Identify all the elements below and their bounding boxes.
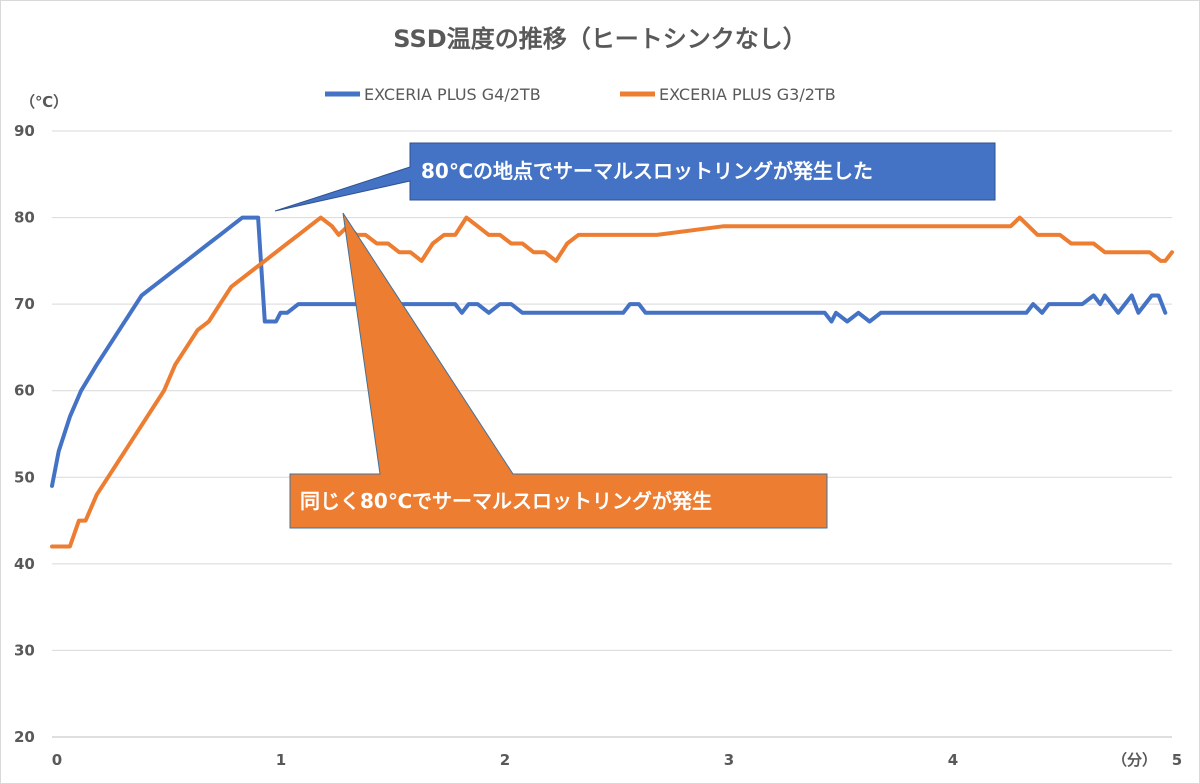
x-tick-label-3: 3 xyxy=(724,751,734,769)
legend: EXCERIA PLUS G4/2TB EXCERIA PLUS G3/2TB xyxy=(325,85,836,104)
callout-orange: 同じく80℃でサーマルスロットリングが発生 xyxy=(289,212,828,529)
y-axis-ticks: 20 30 40 50 60 70 80 90 xyxy=(14,122,35,746)
series-line-excerira-plus-g3 xyxy=(50,215,1174,549)
callout-orange-shape xyxy=(289,212,828,529)
y-tick-label-50: 50 xyxy=(14,468,35,486)
callout-blue: 80℃の地点でサーマルスロットリングが発生した xyxy=(274,142,996,212)
x-tick-label-4: 4 xyxy=(948,751,958,769)
legend-label-excerira-plus-g4: EXCERIA PLUS G4/2TB xyxy=(364,85,541,104)
x-axis-ticks: 0 1 2 3 4 5 xyxy=(52,751,1182,769)
callout-orange-text: 同じく80℃でサーマルスロットリングが発生 xyxy=(300,489,712,513)
x-tick-label-2: 2 xyxy=(500,751,510,769)
callout-blue-text: 80℃の地点でサーマルスロットリングが発生した xyxy=(421,159,873,183)
y-tick-label-70: 70 xyxy=(14,295,35,313)
y-tick-label-20: 20 xyxy=(14,728,35,746)
x-tick-label-5: 5 xyxy=(1172,751,1182,769)
y-tick-label-60: 60 xyxy=(14,382,35,400)
chart-title: SSD温度の推移（ヒートシンクなし） xyxy=(393,25,806,53)
series-line-excerira-plus-g4 xyxy=(50,215,1168,488)
x-tick-label-1: 1 xyxy=(276,751,286,769)
y-tick-label-40: 40 xyxy=(14,555,35,573)
x-axis-unit-label: （分） xyxy=(1112,751,1157,769)
y-axis-unit-label: （℃） xyxy=(20,93,68,111)
gridlines xyxy=(52,130,1172,738)
legend-label-excerira-plus-g3: EXCERIA PLUS G3/2TB xyxy=(659,85,836,104)
series-lines xyxy=(50,215,1174,549)
y-tick-label-80: 80 xyxy=(14,209,35,227)
x-tick-label-0: 0 xyxy=(52,751,62,769)
callout-blue-shape xyxy=(274,142,996,212)
y-tick-label-30: 30 xyxy=(14,641,35,659)
y-tick-label-90: 90 xyxy=(14,122,35,140)
